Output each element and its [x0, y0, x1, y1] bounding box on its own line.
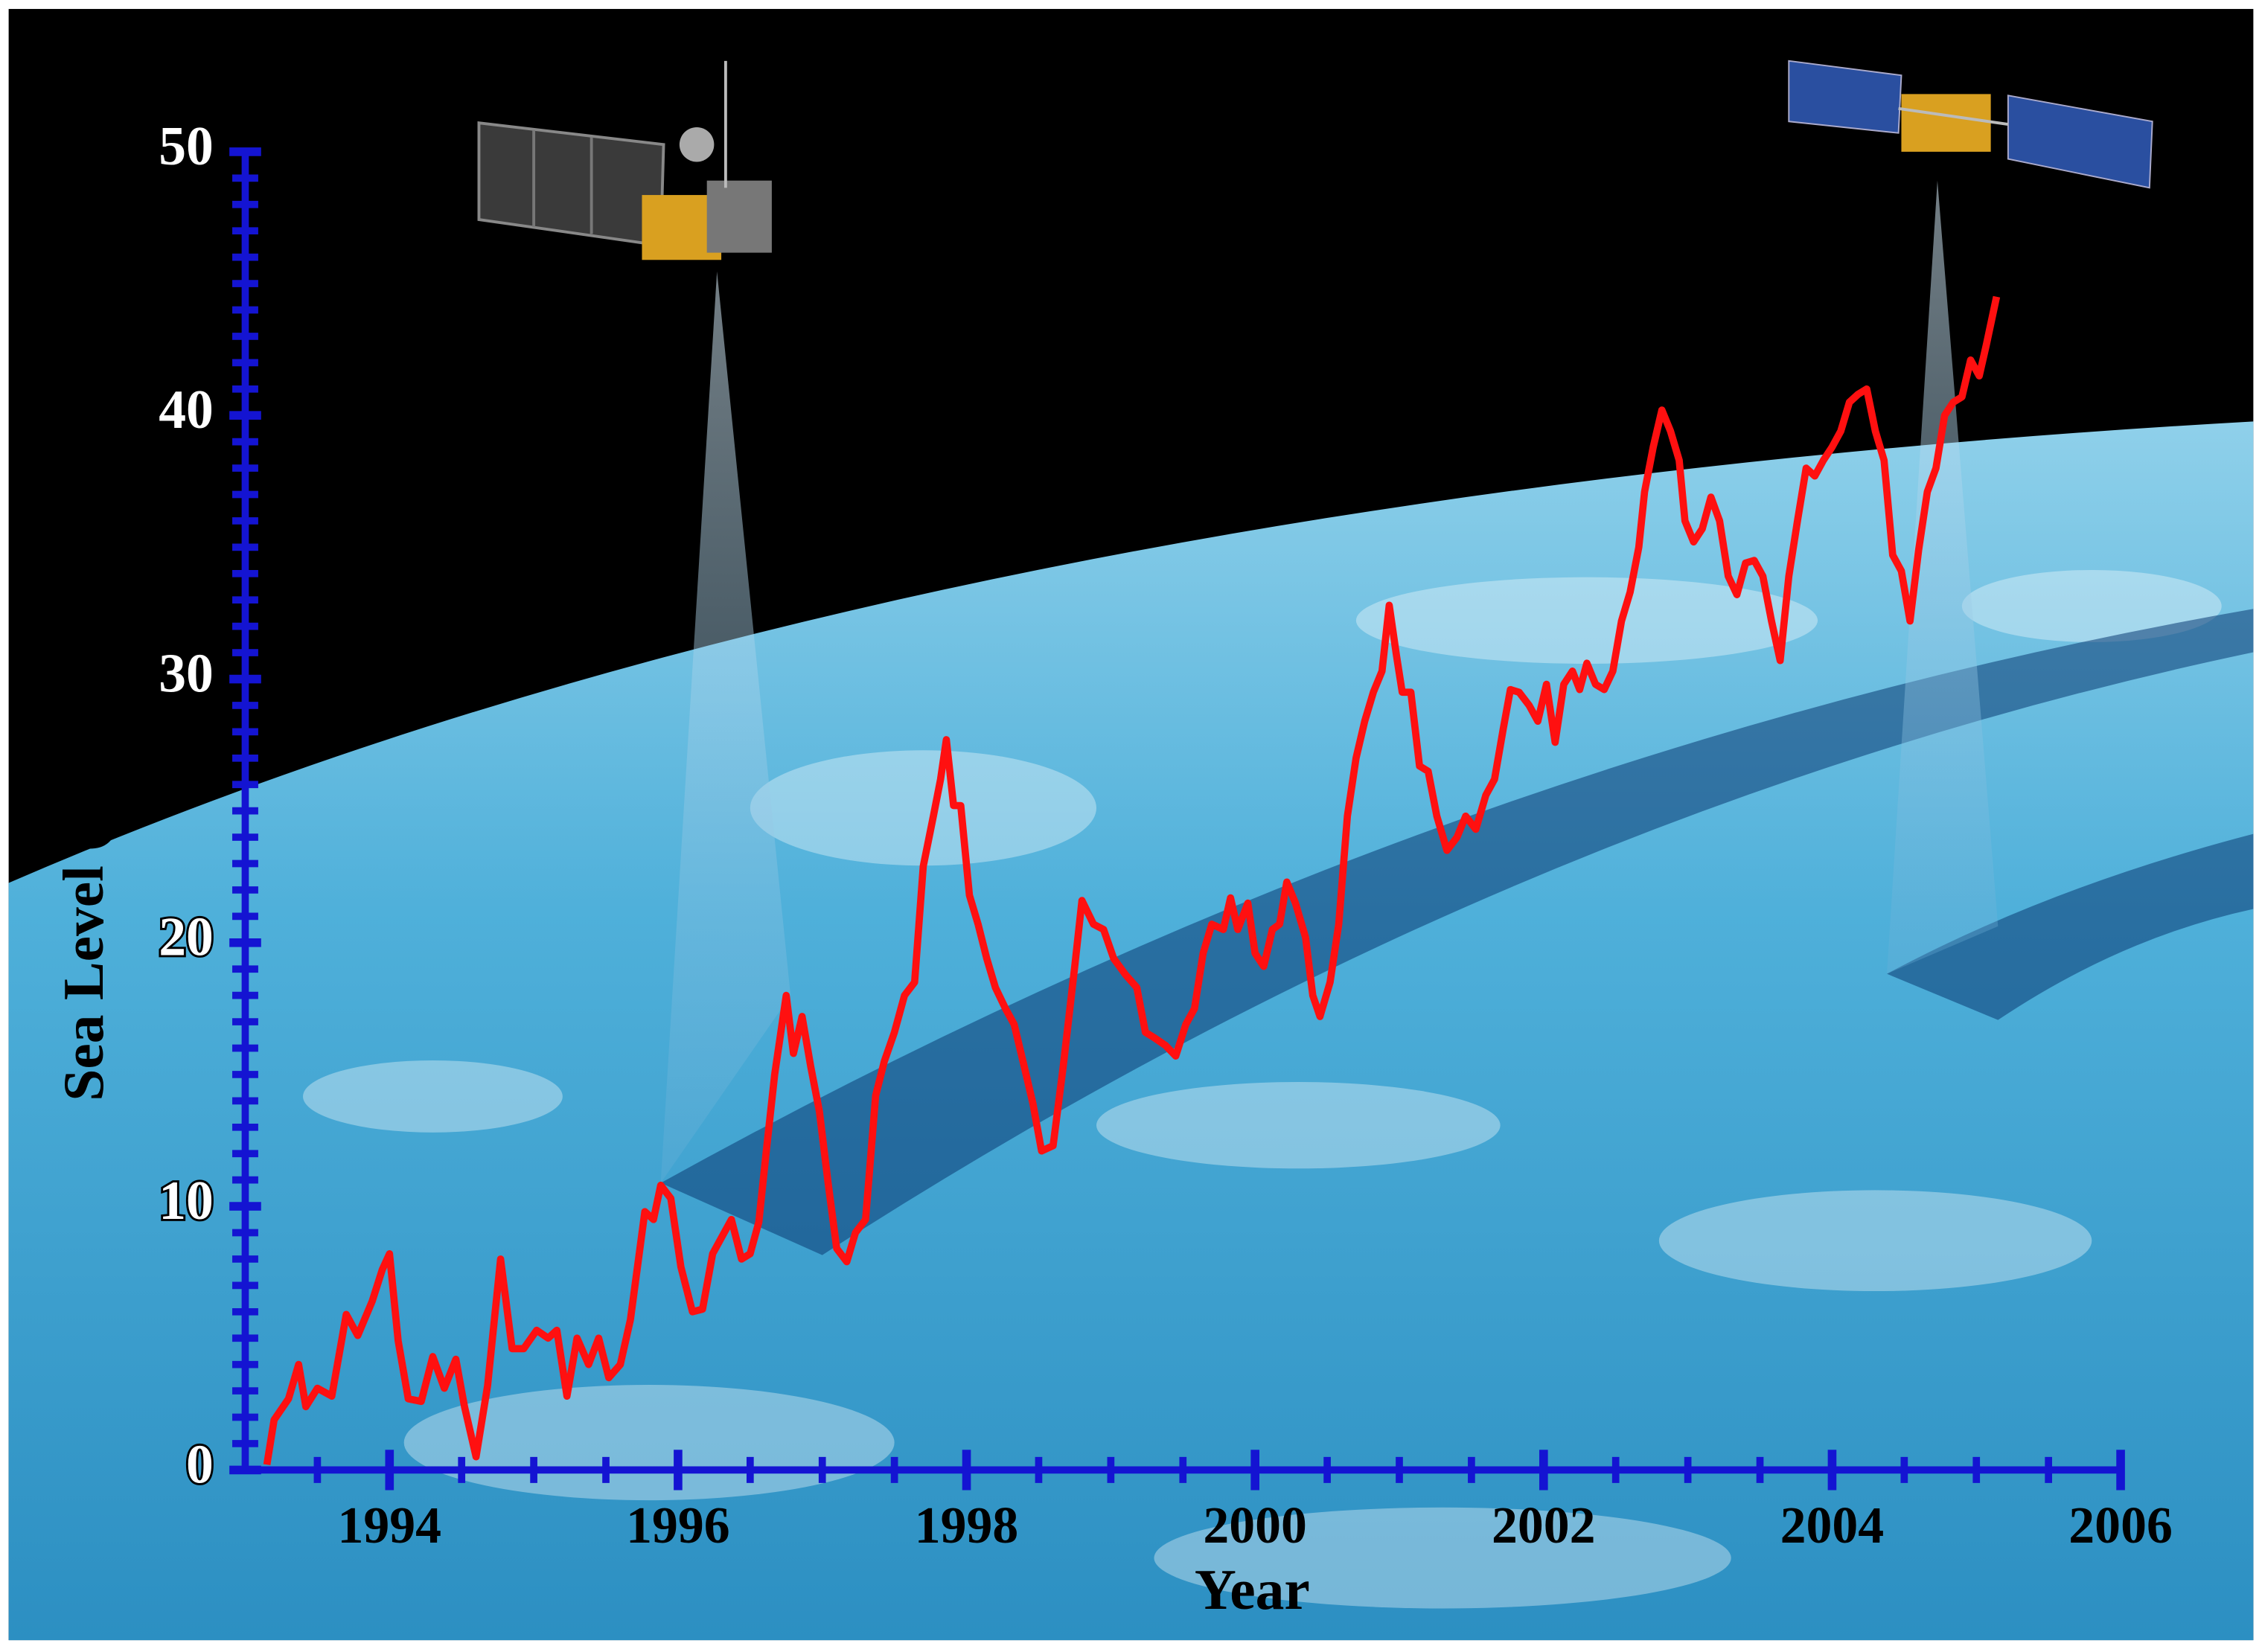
x-tick-label: 1996 [626, 1497, 730, 1555]
y-tick-label: 40 [159, 379, 214, 440]
x-tick-label: 2006 [2068, 1497, 2173, 1555]
y-tick-label: 20 [159, 906, 214, 967]
y-axis-label: Sea Level (mm) [51, 717, 115, 1101]
y-tick-label: 50 [159, 115, 214, 176]
y-tick-label: 30 [159, 642, 214, 703]
x-axis-label: Year [1195, 1557, 1310, 1621]
satellite [1788, 60, 2153, 189]
swath [1887, 833, 2254, 1020]
axes: 0 10 20 30 40 50 1994 1996 1998 2000 2002 2004 2006 [156, 113, 2173, 1555]
x-tick-label: 2002 [1492, 1497, 1596, 1555]
satellite [477, 60, 772, 260]
x-tick-label: 2000 [1203, 1497, 1307, 1555]
y-tick-label: 10 [159, 1170, 214, 1231]
clouds [303, 569, 2222, 1609]
y-tick-label: 0 [186, 1433, 214, 1494]
background [8, 9, 2254, 1641]
beam [1887, 180, 1999, 974]
x-tick-label: 1998 [915, 1497, 1019, 1555]
data-line [263, 295, 2001, 1466]
x-tick-label: 1994 [338, 1497, 442, 1555]
x-tick-label: 2004 [1780, 1497, 1885, 1555]
beam [660, 271, 791, 1183]
